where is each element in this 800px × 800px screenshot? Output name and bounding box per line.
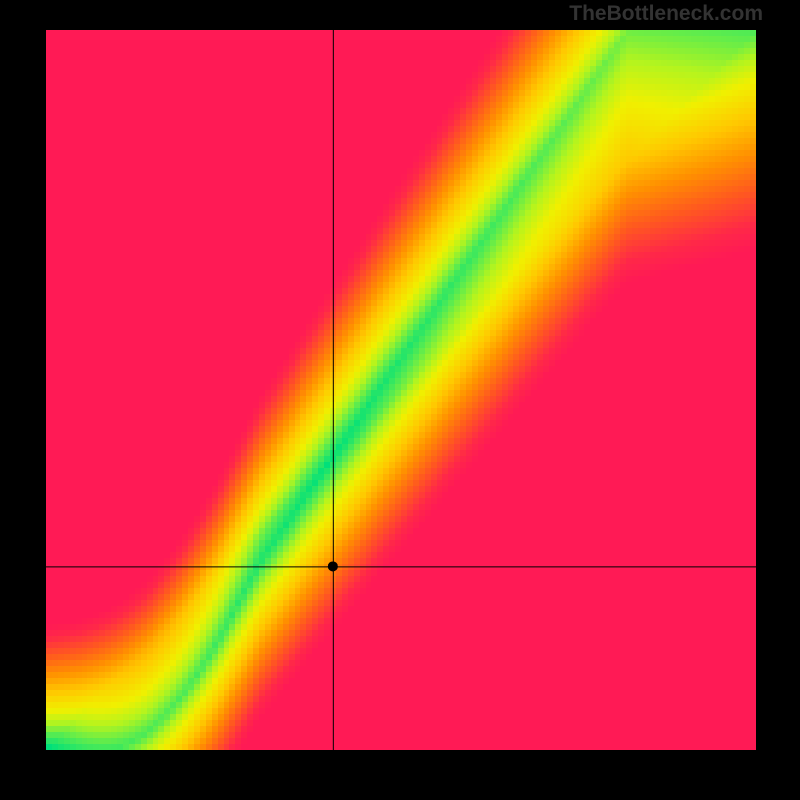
chart-container: TheBottleneck.com [0,0,800,800]
watermark-text: TheBottleneck.com [569,2,763,26]
bottleneck-heatmap [46,30,756,750]
